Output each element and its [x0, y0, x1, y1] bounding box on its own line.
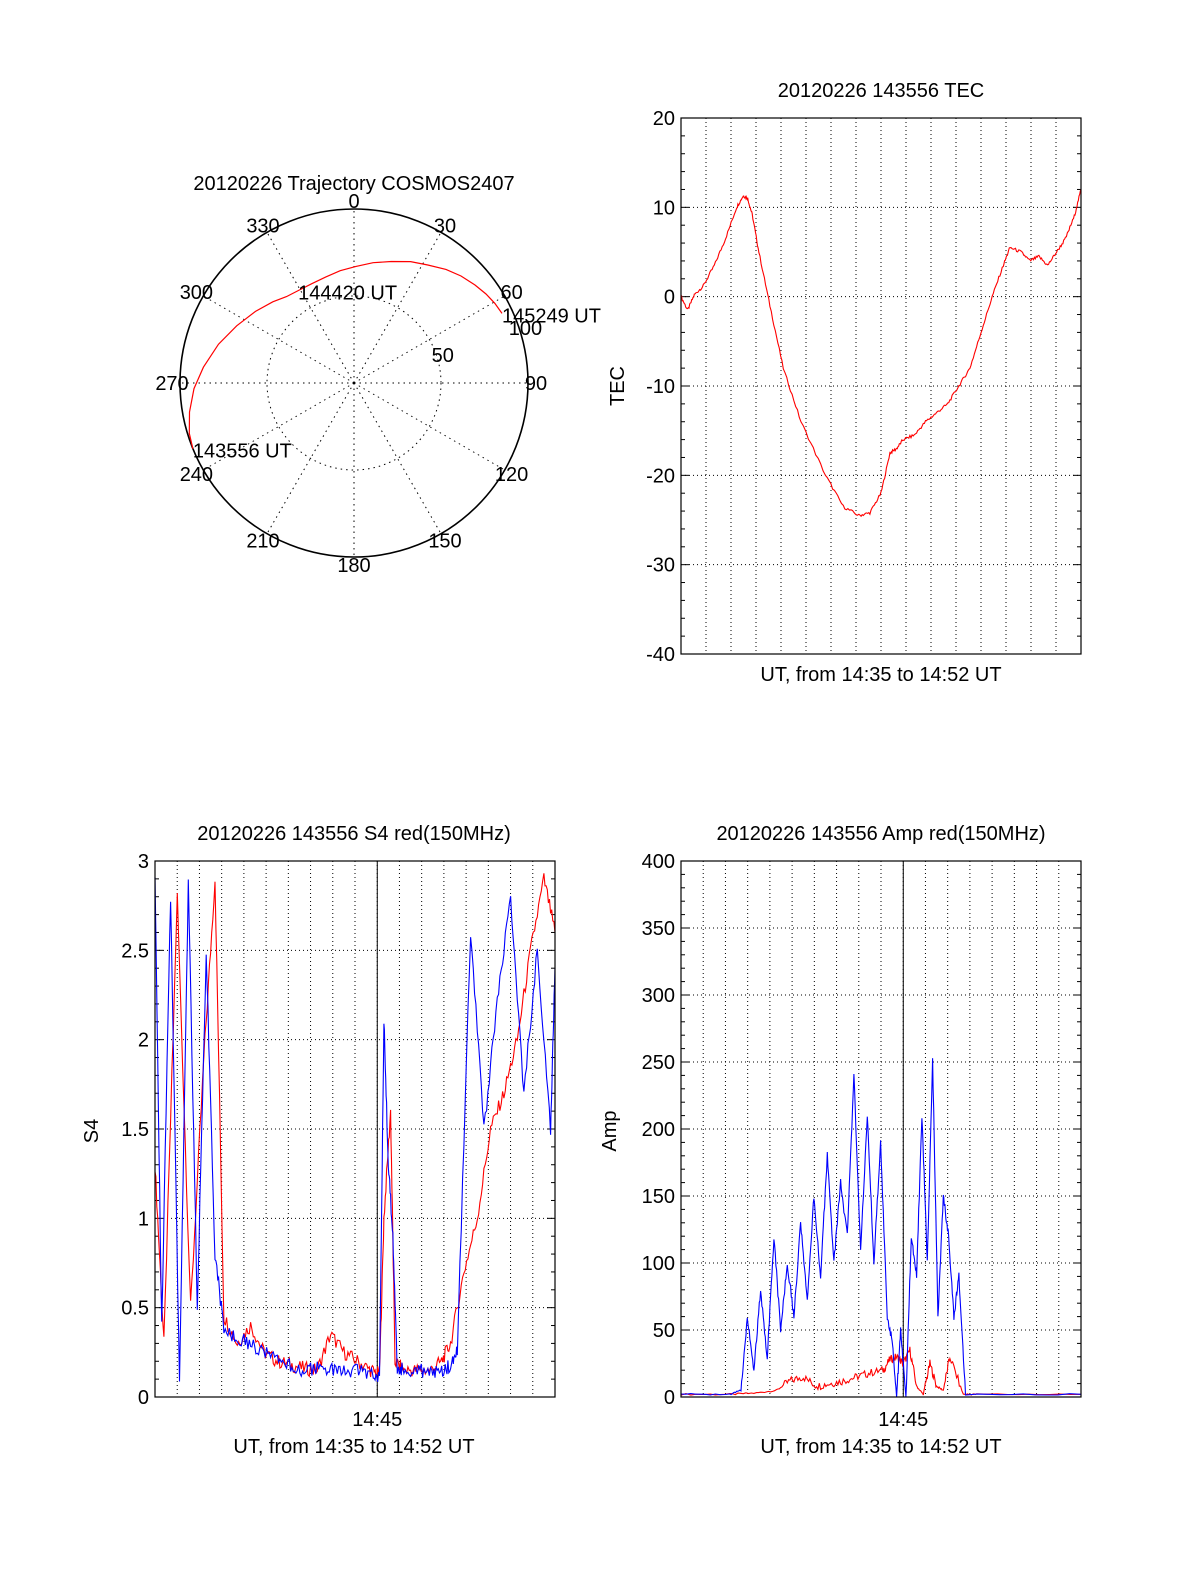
polar-spoke-300 [203, 295, 355, 384]
y-tick-label: 3 [138, 851, 149, 873]
trajectory-annotations: 145249 UT 144420 UT 143556 UT [193, 283, 601, 463]
azimuth-label-150: 150 [428, 531, 461, 553]
y-tick-label: 2.5 [121, 940, 149, 962]
y-tick-label: -30 [646, 555, 675, 577]
y-tick-label: 0 [138, 1387, 149, 1409]
tec-title: 20120226 143556 TEC [778, 80, 984, 102]
azimuth-label-90: 90 [525, 373, 547, 395]
y-tick-label: 2 [138, 1030, 149, 1052]
azimuth-label-210: 210 [246, 531, 279, 553]
y-tick-label: 350 [642, 918, 675, 940]
x-tick-label: 14:45 [352, 1409, 402, 1431]
azimuth-labels: 0 30 60 90 120 150 180 210 240 270 300 330 50 100 [155, 191, 547, 577]
y-tick-label: 300 [642, 985, 675, 1007]
y-tick-label: 100 [642, 1253, 675, 1275]
series-line-blue [154, 877, 556, 1383]
polar-spoke-330 [266, 232, 355, 384]
y-tick-label: 150 [642, 1186, 675, 1208]
azimuth-label-30: 30 [434, 215, 456, 237]
y-tick-label: 10 [653, 197, 675, 219]
trajectory-annotation: 143556 UT [193, 441, 292, 463]
azimuth-label-330: 330 [246, 215, 279, 237]
radial-label-50: 50 [432, 345, 454, 367]
y-tick-label: 20 [653, 108, 675, 130]
s4-panel: 20120226 143556 S4 red(150MHz) UT, from … [81, 823, 556, 1458]
polar-ring-50 [266, 295, 442, 471]
x-tick-label: 14:45 [878, 1409, 928, 1431]
polar-spoke-210 [266, 382, 355, 534]
plot-frame [680, 117, 1082, 655]
y-tick-label: 50 [653, 1320, 675, 1342]
polar-spoke-30 [353, 232, 442, 384]
y-tick-label: 0 [664, 287, 675, 309]
amp-ylabel: Amp [599, 1110, 621, 1151]
y-tick-label: -40 [646, 644, 675, 666]
polar-spoke-150 [353, 382, 442, 534]
y-tick-label: -20 [646, 465, 675, 487]
trajectory-trace [188, 260, 503, 449]
azimuth-label-60: 60 [500, 282, 522, 304]
azimuth-label-240: 240 [180, 464, 213, 486]
y-tick-label: 1.5 [121, 1119, 149, 1141]
azimuth-label-180: 180 [337, 555, 370, 577]
plot-frame [154, 860, 556, 1398]
plot-frame [680, 860, 1082, 1398]
polar-spoke-240 [203, 382, 355, 471]
y-tick-label: -10 [646, 376, 675, 398]
polar-spoke-60 [353, 295, 505, 384]
tec-xlabel: UT, from 14:35 to 14:52 UT [760, 664, 1001, 686]
s4-ylabel: S4 [81, 1119, 103, 1143]
trajectory-title: 20120226 Trajectory COSMOS2407 [193, 173, 514, 195]
azimuth-label-270: 270 [155, 373, 188, 395]
y-tick-label: 250 [642, 1052, 675, 1074]
trajectory-annotation: 144420 UT [298, 283, 397, 305]
polar-outer-ring [179, 208, 529, 558]
polar-spoke-120 [353, 382, 505, 471]
amp-panel: 20120226 143556 Amp red(150MHz) UT, from… [599, 823, 1082, 1458]
polar-grid [179, 208, 529, 558]
azimuth-label-300: 300 [180, 282, 213, 304]
s4-title: 20120226 143556 S4 red(150MHz) [197, 823, 511, 845]
amp-title: 20120226 143556 Amp red(150MHz) [716, 823, 1045, 845]
series-line-red [154, 873, 556, 1378]
y-tick-label: 400 [642, 851, 675, 873]
y-tick-label: 1 [138, 1208, 149, 1230]
s4-xlabel: UT, from 14:35 to 14:52 UT [233, 1436, 474, 1458]
series-line-blue [680, 1058, 1082, 1398]
trajectory-annotation: 145249 UT [502, 305, 601, 327]
trajectory-panel: 20120226 Trajectory COSMOS2407 0 30 60 90 12… [155, 173, 601, 577]
y-tick-label: 0 [664, 1387, 675, 1409]
azimuth-label-0: 0 [348, 191, 359, 213]
tec-panel: 20120226 143556 TEC UT, from 14:35 to 14… [607, 80, 1082, 686]
azimuth-label-120: 120 [495, 464, 528, 486]
y-tick-label: 0.5 [121, 1298, 149, 1320]
tec-ylabel: TEC [607, 366, 629, 406]
y-tick-label: 200 [642, 1119, 675, 1141]
radial-label-100: 100 [509, 318, 542, 340]
amp-xlabel: UT, from 14:35 to 14:52 UT [760, 1436, 1001, 1458]
series-line-red [680, 189, 1082, 518]
series-line-red [680, 1346, 1082, 1396]
